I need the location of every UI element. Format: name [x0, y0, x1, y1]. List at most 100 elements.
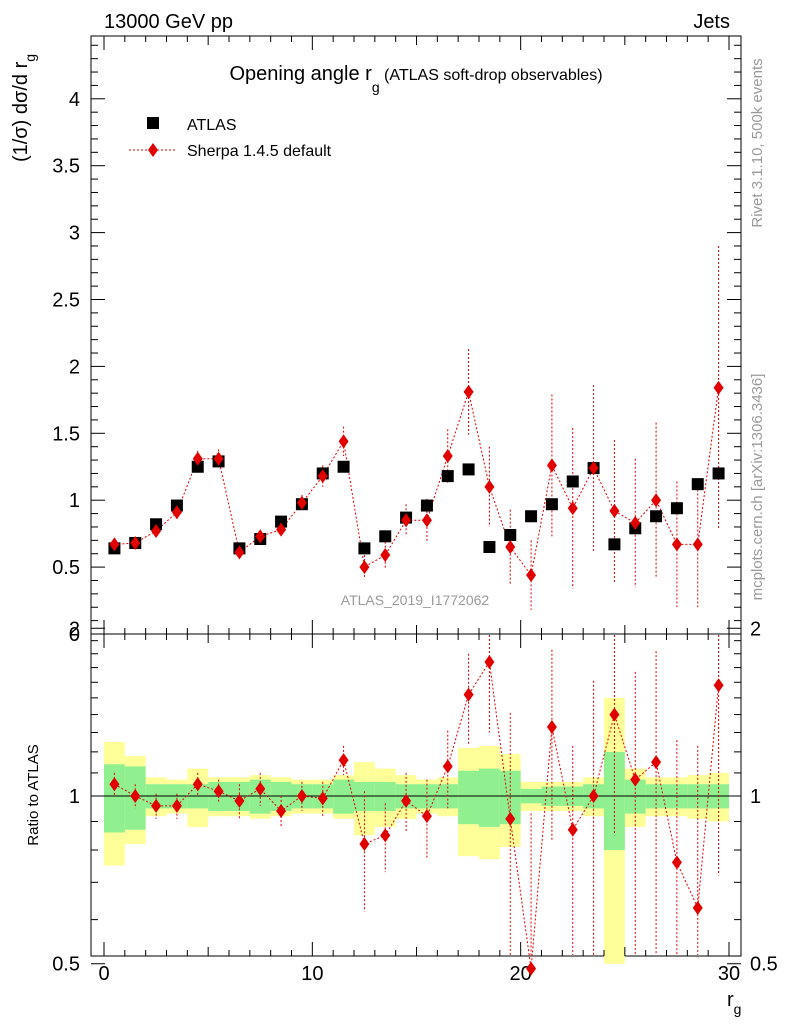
plot-title-sub: g: [372, 79, 380, 95]
ratio-point: [234, 793, 245, 808]
mcplots-label: mcplots.cern.ch [arXiv:1306.3436]: [749, 374, 766, 601]
ratio-point: [296, 789, 307, 803]
ratio-point: [567, 822, 578, 837]
ratio-point: [421, 809, 432, 824]
ratio-point: [588, 789, 599, 803]
legend-atlas-label: ATLAS: [187, 117, 237, 134]
ratio-point: [192, 777, 203, 792]
sherpa-point: [463, 384, 474, 399]
sherpa-line: [114, 387, 720, 577]
data-marks: [108, 245, 725, 976]
ratio-point: [359, 837, 370, 852]
sherpa-point: [630, 515, 641, 530]
ratio-uncertainty-bands: [91, 697, 741, 964]
sherpa-point: [130, 536, 141, 551]
ratio-point: [630, 772, 641, 787]
sherpa-point: [546, 458, 557, 473]
ratio-point: [213, 784, 224, 799]
main-y-tick-label: 4: [69, 89, 80, 111]
ratio-point: [338, 753, 349, 768]
sherpa-point: [380, 548, 391, 563]
atlas-point: [420, 499, 433, 512]
ratio-y-tick-label-left: 0.5: [52, 954, 80, 976]
ratio-point: [484, 654, 495, 669]
sherpa-point: [713, 380, 724, 395]
sherpa-point: [421, 513, 432, 528]
ratio-point: [171, 798, 182, 813]
ratio-point: [505, 811, 516, 826]
plot-title-main: Opening angle r: [229, 63, 372, 85]
sherpa-point: [317, 469, 328, 484]
legend: ATLAS Sherpa 1.4.5 default: [129, 117, 332, 160]
atlas-point: [337, 460, 350, 473]
ratio-point: [651, 755, 662, 770]
rivet-version-label: Rivet 3.1.10, 500k events: [749, 58, 766, 227]
sherpa-point: [609, 503, 620, 518]
sherpa-point: [442, 449, 453, 464]
legend-sherpa-label: Sherpa 1.4.5 default: [187, 143, 332, 160]
ratio-inner-band: [479, 768, 500, 827]
ratio-point: [671, 855, 682, 870]
sherpa-point: [276, 522, 287, 537]
sherpa-point: [484, 479, 495, 494]
atlas-point: [504, 528, 517, 541]
main-y-tick-label: 1.5: [52, 423, 80, 445]
main-y-tick-label: 3: [69, 223, 80, 245]
ratio-inner-band: [104, 764, 125, 833]
ratio-inner-band: [249, 779, 271, 814]
sherpa-point: [255, 529, 266, 544]
sherpa-point: [359, 560, 370, 575]
main-y-tick-label: 0: [69, 624, 80, 646]
ratio-point: [442, 759, 453, 774]
ratio-point: [317, 791, 328, 806]
atlas-point: [441, 470, 454, 483]
atlas-point: [712, 467, 725, 480]
atlas-point: [525, 510, 538, 523]
atlas-point: [275, 515, 288, 528]
atlas-point: [462, 463, 475, 476]
x-axis-label: rg: [727, 989, 741, 1017]
sherpa-point: [588, 461, 599, 476]
ratio-point: [609, 707, 620, 722]
atlas-point: [483, 541, 496, 554]
sherpa-point: [234, 545, 245, 560]
ratio-point: [130, 789, 141, 803]
ratio-y-tick-label-right: 1: [750, 786, 761, 808]
plot-title-rest: (ATLAS soft-drop observables): [380, 67, 603, 84]
sherpa-point: [567, 501, 578, 516]
sherpa-point: [505, 540, 516, 555]
x-tick-label: 30: [718, 963, 740, 985]
atlas-point: [608, 538, 621, 551]
sherpa-point: [213, 451, 224, 466]
ratio-point: [255, 781, 266, 796]
main-y-tick-label: 2.5: [52, 290, 80, 312]
plot-title: Opening angle rg (ATLAS soft-drop observ…: [229, 63, 602, 95]
ratio-y-tick-label-left: 2: [69, 618, 80, 640]
ratio-point: [692, 900, 703, 915]
ratio-point: [463, 687, 474, 702]
sherpa-point: [338, 434, 349, 449]
ratio-point: [276, 803, 287, 818]
atlas-point: [545, 498, 558, 511]
ratio-point: [401, 793, 412, 808]
ratio-y-tick-label-left: 1: [69, 786, 80, 808]
ratio-y-axis-label: Ratio to ATLAS: [25, 744, 42, 845]
sherpa-point: [671, 537, 682, 552]
ratio-point: [109, 777, 120, 792]
main-y-tick-label: 1: [69, 490, 80, 512]
ratio-y-tick-label-right: 0.5: [750, 954, 778, 976]
atlas-point: [650, 510, 663, 523]
process-label: Jets: [693, 11, 730, 33]
x-tick-label: 0: [98, 963, 109, 985]
ratio-point: [713, 678, 724, 693]
axes: 0 10 20 3000.511.522.533.540.5 0.51 12 2: [52, 36, 778, 985]
legend-sherpa-marker: [148, 143, 158, 157]
atlas-point: [670, 502, 683, 515]
ratio-point: [151, 798, 162, 813]
sherpa-point: [296, 495, 307, 510]
main-y-axis-label: (1/σ) dσ/d rg: [10, 54, 38, 162]
ratio-inner-band: [333, 779, 354, 814]
ratio-inner-band: [458, 770, 479, 825]
x-tick-label: 10: [301, 963, 323, 985]
